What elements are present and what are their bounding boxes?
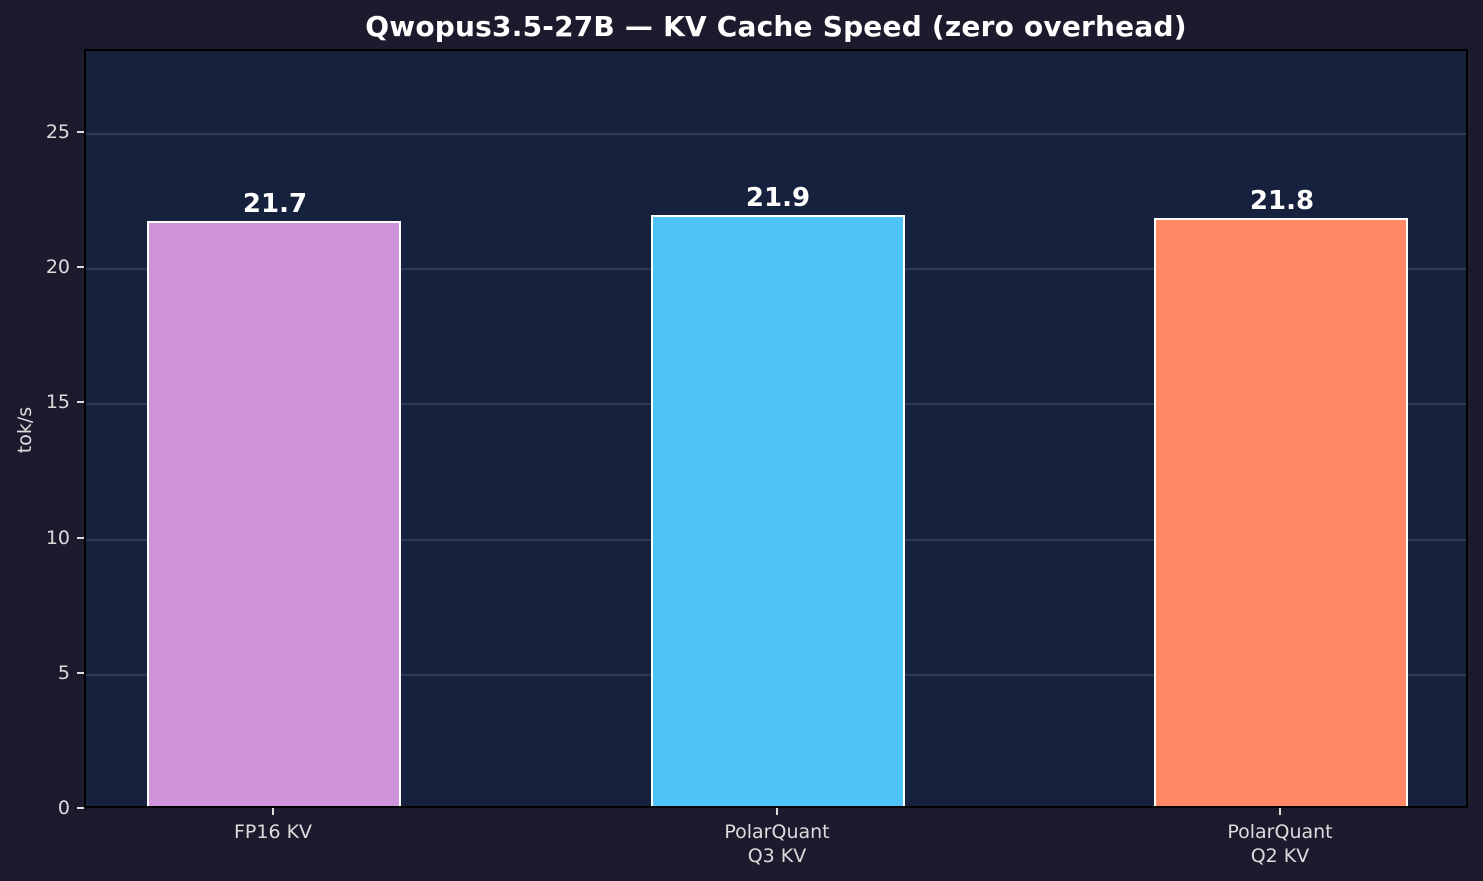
bar-value-label: 21.7 [242,189,308,219]
xtick-label-line1: FP16 KV [233,821,313,843]
bar-value-label: 21.9 [745,183,811,213]
bar-fp16-kv [147,221,401,806]
ytick-label: 25 [45,121,70,143]
xtick-label-polarquant-q2-kv: PolarQuant Q2 KV [1160,820,1400,868]
xtick-mark [272,808,274,815]
ytick-label: 10 [45,527,70,549]
xtick-label-line2: Q3 KV [747,845,807,867]
xtick-label-fp16-kv: FP16 KV [153,820,393,844]
ytick-mark [77,131,84,133]
bar-value-label: 21.8 [1249,186,1315,216]
plot-area: 21.7 21.9 21.8 [84,49,1468,808]
ytick-label: 5 [57,662,70,684]
ytick-label: 0 [57,797,70,819]
bar-polarquant-q2-kv [1154,218,1408,806]
xtick-label-line1: PolarQuant [1227,821,1333,843]
ytick-mark [77,672,84,674]
xtick-mark [776,808,778,815]
xtick-label-line2: Q2 KV [1250,845,1310,867]
y-axis-label: tok/s [14,406,36,454]
xtick-label-line1: PolarQuant [724,821,830,843]
ytick-mark [77,401,84,403]
ytick-label: 20 [45,256,70,278]
ytick-mark [77,537,84,539]
xtick-mark [1279,808,1281,815]
xtick-label-polarquant-q3-kv: PolarQuant Q3 KV [657,820,897,868]
chart-title: Qwopus3.5-27B — KV Cache Speed (zero ove… [365,10,1187,43]
gridline-25 [86,133,1466,135]
ytick-mark [77,807,84,809]
ytick-mark [77,266,84,268]
ytick-label: 15 [45,391,70,413]
bar-polarquant-q3-kv [651,215,905,806]
